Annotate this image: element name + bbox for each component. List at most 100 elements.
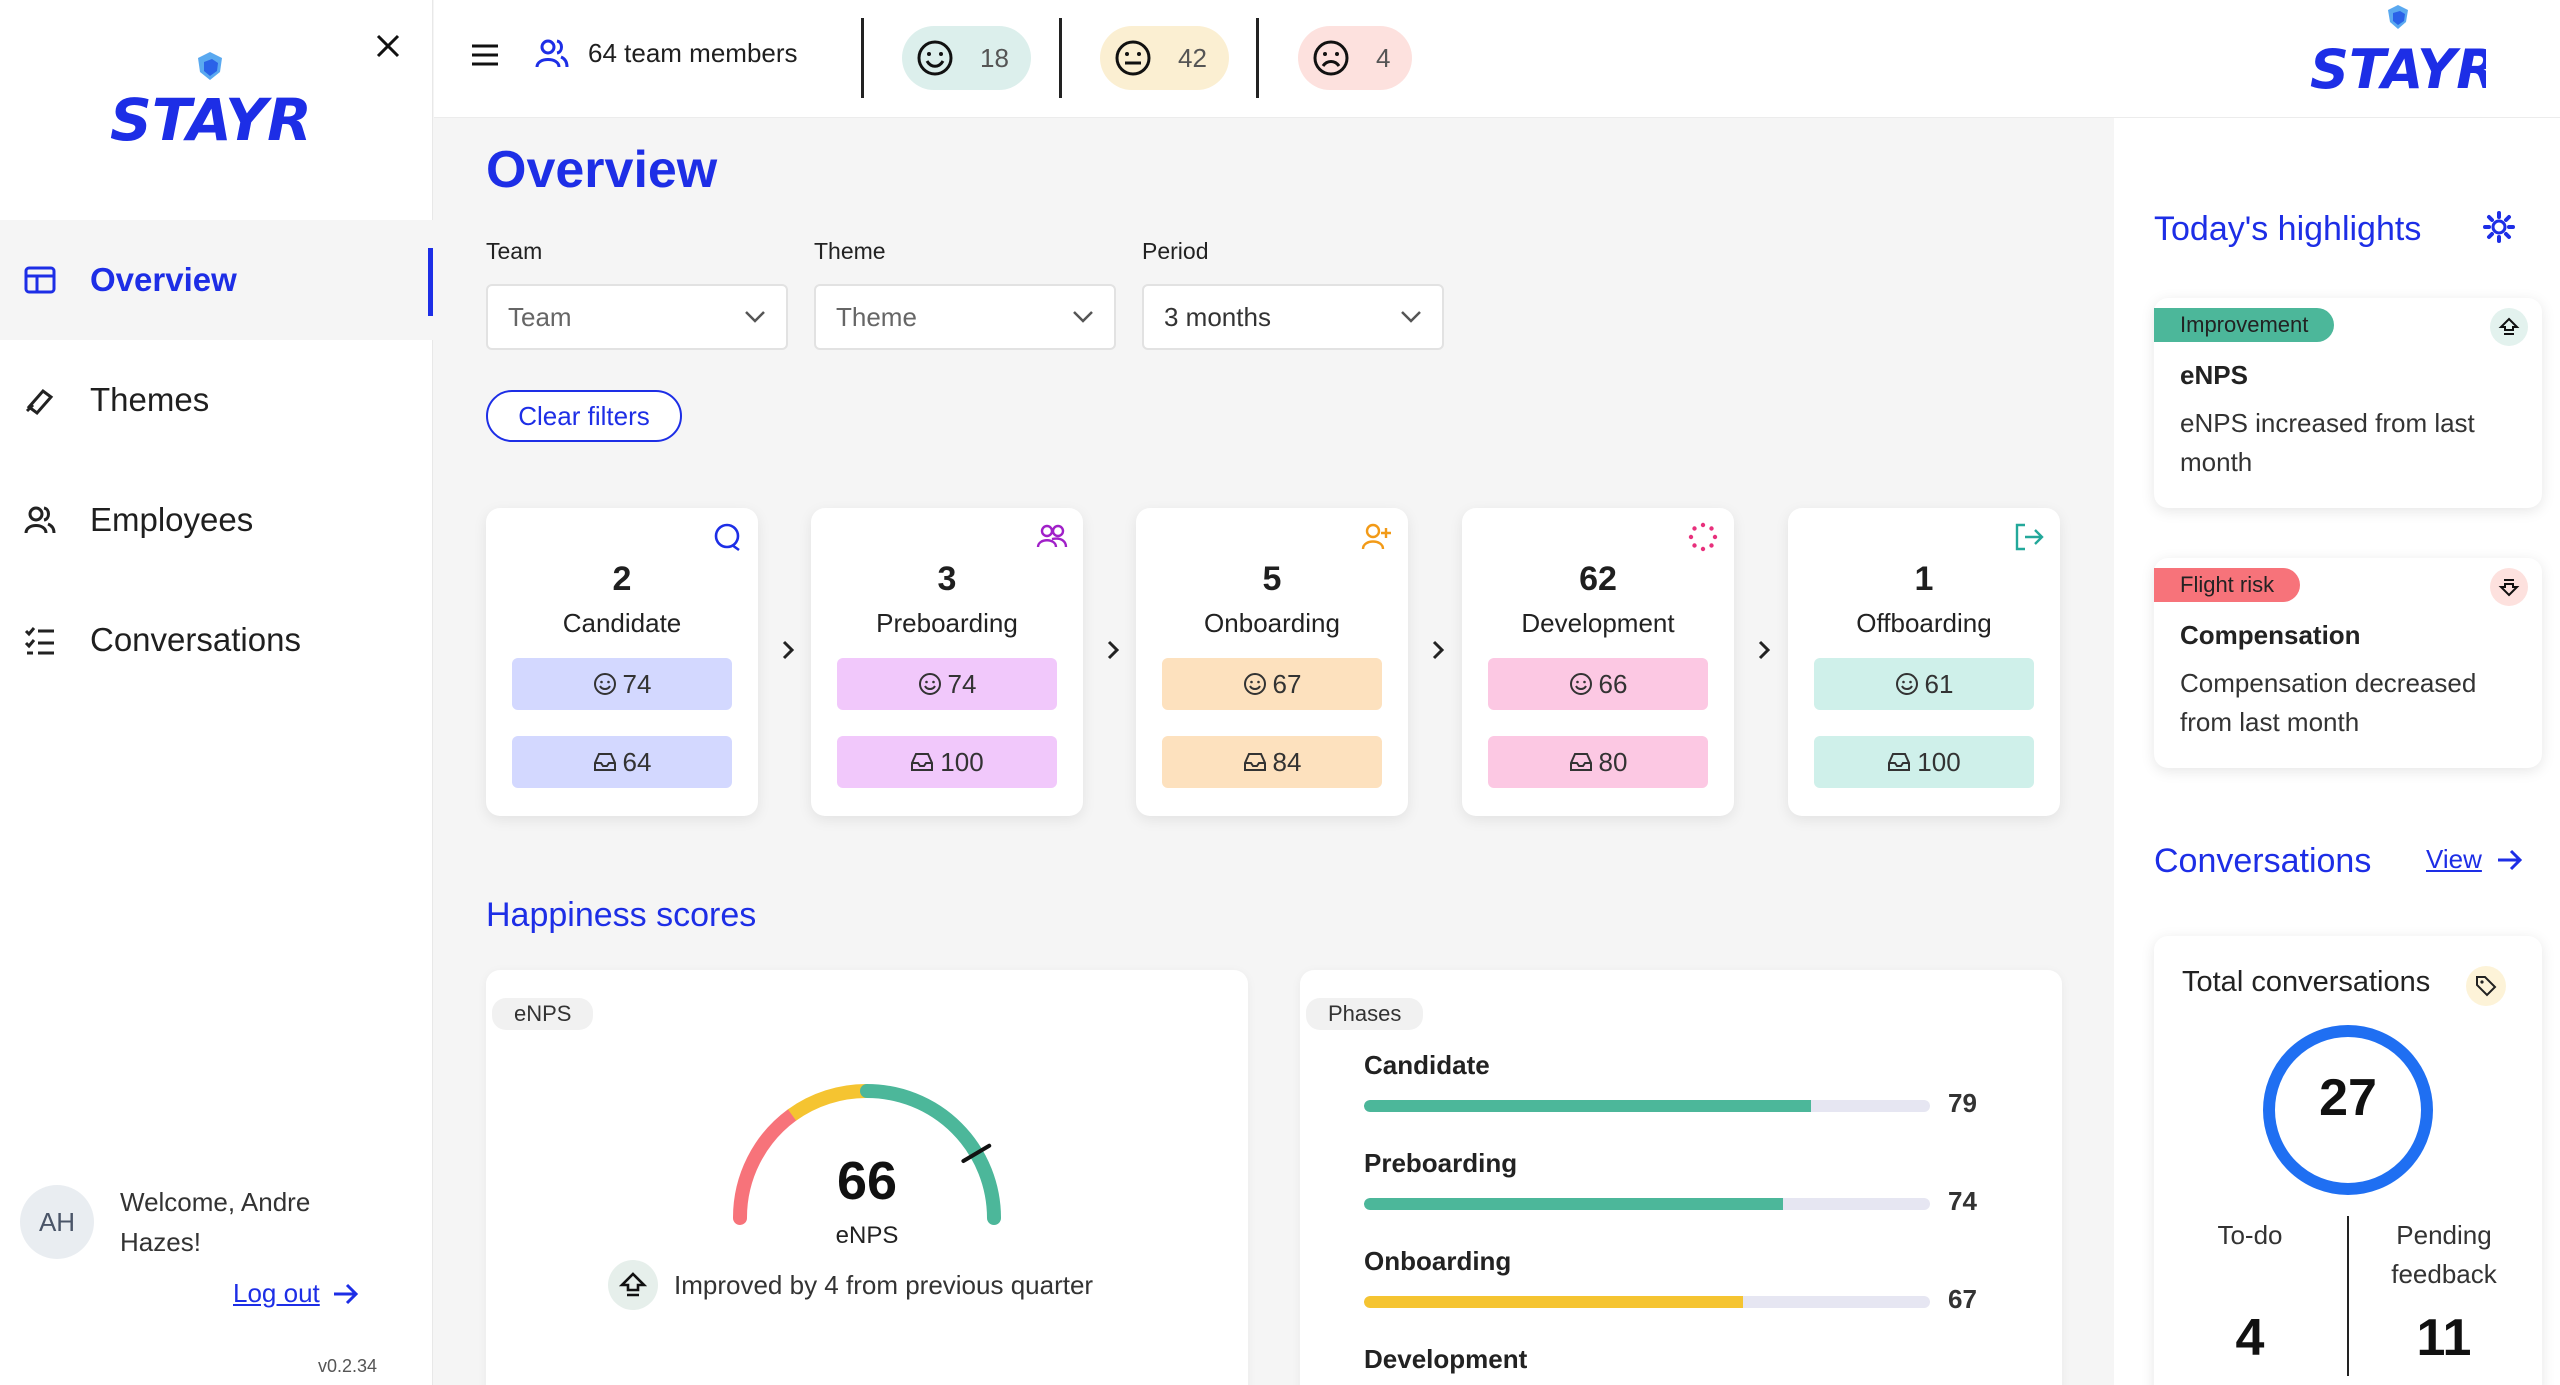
smile-icon xyxy=(1569,673,1592,695)
response-chip: 100 xyxy=(1814,736,2034,788)
phase-card-candidate[interactable]: 2 Candidate 74 64 xyxy=(486,508,758,816)
mood-sad-pill[interactable]: 4 xyxy=(1298,26,1413,90)
total-conversations-value: 27 xyxy=(2319,1069,2377,1127)
tag-icon xyxy=(2466,966,2506,1006)
phase-name: Candidate xyxy=(562,608,682,638)
users-icon xyxy=(20,500,60,540)
neutral-face-icon xyxy=(1115,40,1151,76)
improvement-badge: Improvement xyxy=(2154,308,2335,342)
pending-label: Pending feedback xyxy=(2391,1220,2497,1289)
phase-bar-row: Candidate 79 xyxy=(1364,1050,2024,1118)
view-link-label: View xyxy=(2426,844,2482,874)
phase-bar-row: Preboarding 74 xyxy=(1364,1148,2024,1216)
bar-name: Development xyxy=(1364,1344,1528,1374)
enps-value: 66 xyxy=(836,1151,898,1211)
highlights-settings-button[interactable] xyxy=(2482,210,2518,246)
todo-column: To-do 4 xyxy=(2160,1216,2340,1368)
happiness-value: 74 xyxy=(947,668,977,699)
period-select[interactable]: 3 months xyxy=(1142,284,1444,350)
highlight-body: eNPS increased from last month xyxy=(2180,408,2475,477)
sidebar-item-themes[interactable]: Themes xyxy=(0,340,433,460)
select-value: Theme xyxy=(836,301,917,332)
enps-label: eNPS xyxy=(835,1222,899,1249)
phase-name: Preboarding xyxy=(876,608,1018,638)
logout-link[interactable]: Log out xyxy=(233,1278,360,1309)
enps-panel: eNPS 66 eNPS Improved by 4 from previous… xyxy=(486,970,1248,1385)
team-select[interactable]: Team xyxy=(486,284,788,350)
team-members-label: 64 team members xyxy=(588,37,798,68)
version-label: v0.2.34 xyxy=(318,1356,378,1376)
welcome-text: Welcome, Andre Hazes! xyxy=(120,1187,311,1257)
phase-count: 2 xyxy=(612,560,632,598)
total-conversations-title: Total conversations xyxy=(2182,966,2431,998)
sidebar-item-conversations[interactable]: Conversations xyxy=(0,580,433,700)
inbox-icon xyxy=(911,753,934,771)
bar-track xyxy=(1364,1198,1930,1210)
theme-select[interactable]: Theme xyxy=(814,284,1116,350)
happiness-chip: 66 xyxy=(1488,658,1708,710)
response-chip: 64 xyxy=(512,736,732,788)
view-conversations-link[interactable]: View xyxy=(2426,844,2524,875)
conversations-title: Conversations xyxy=(2154,842,2372,880)
filter-label-period: Period xyxy=(1142,238,1209,264)
bar-fill xyxy=(1364,1198,1783,1210)
select-value: Team xyxy=(508,301,572,332)
phases-panel: Phases Candidate 79 Preboarding 74 Onboa… xyxy=(1300,970,2062,1385)
todo-label: To-do xyxy=(2217,1220,2283,1250)
bar-fill xyxy=(1364,1296,1744,1308)
close-icon xyxy=(376,34,400,58)
bar-value: 79 xyxy=(1948,1088,1977,1118)
response-value: 100 xyxy=(940,746,984,777)
phase-card-preboarding[interactable]: 3 Preboarding 74 100 xyxy=(811,508,1083,816)
sidebar-item-employees[interactable]: Employees xyxy=(0,460,433,580)
main-content: Overview Team Team Theme Theme Period 3 … xyxy=(434,118,2114,1385)
phase-card-offboarding[interactable]: 1 Offboarding 61 100 xyxy=(1788,508,2060,816)
inbox-icon xyxy=(1569,753,1592,771)
sidebar-item-overview[interactable]: Overview xyxy=(0,220,433,340)
svg-text:STAYR: STAYR xyxy=(2310,38,2486,101)
chevron-right-icon xyxy=(1432,640,1445,660)
team-members[interactable]: 64 team members xyxy=(534,36,798,70)
enps-gauge xyxy=(732,1083,1001,1225)
gauge-arc-green xyxy=(860,1084,1001,1225)
todo-value: 4 xyxy=(2235,1309,2265,1367)
divider xyxy=(1256,18,1259,98)
mood-happy-pill[interactable]: 18 xyxy=(902,26,1031,90)
logout-label: Log out xyxy=(233,1278,320,1308)
highlight-card-compensation[interactable]: Flight risk Compensation Compensation de… xyxy=(2154,558,2542,768)
response-value: 84 xyxy=(1272,746,1302,777)
mood-count: 18 xyxy=(980,42,1009,73)
bar-fill xyxy=(1364,1100,1812,1112)
mood-neutral-pill[interactable]: 42 xyxy=(1100,26,1229,90)
phase-name: Onboarding xyxy=(1204,608,1340,638)
loader-icon xyxy=(1686,520,1720,554)
conversations-ring xyxy=(2263,1025,2433,1195)
phase-name: Development xyxy=(1521,608,1675,638)
arrow-right-icon xyxy=(333,1283,358,1304)
highlight-card-enps[interactable]: Improvement eNPS eNPS increased from las… xyxy=(2154,298,2542,508)
phase-name: Offboarding xyxy=(1856,608,1992,638)
logout-icon xyxy=(2012,520,2046,554)
chat-icon xyxy=(710,520,744,554)
gear-icon xyxy=(2483,211,2515,243)
group-icon xyxy=(1035,520,1069,554)
happiness-value: 61 xyxy=(1924,668,1954,699)
phase-count: 5 xyxy=(1262,560,1282,598)
close-sidebar-button[interactable] xyxy=(370,28,406,64)
menu-button[interactable] xyxy=(470,40,510,76)
gauge-needle xyxy=(961,1143,992,1163)
themes-icon xyxy=(20,380,60,420)
bar-name: Onboarding xyxy=(1364,1246,1512,1276)
phase-card-development[interactable]: 62 Development 66 80 xyxy=(1462,508,1734,816)
phase-count: 1 xyxy=(1914,560,1934,598)
response-chip: 80 xyxy=(1488,736,1708,788)
user-plus-icon xyxy=(1360,520,1394,554)
divider xyxy=(2347,1216,2349,1376)
sidebar-nav: Overview Themes Employees Conversations xyxy=(0,220,433,700)
hamburger-icon xyxy=(472,44,498,66)
clear-filters-button[interactable]: Clear filters xyxy=(486,390,682,442)
smile-icon xyxy=(593,673,616,695)
avatar: AH xyxy=(20,1185,94,1259)
phase-card-onboarding[interactable]: 5 Onboarding 67 84 xyxy=(1136,508,1408,816)
happiness-chip: 61 xyxy=(1814,658,2034,710)
